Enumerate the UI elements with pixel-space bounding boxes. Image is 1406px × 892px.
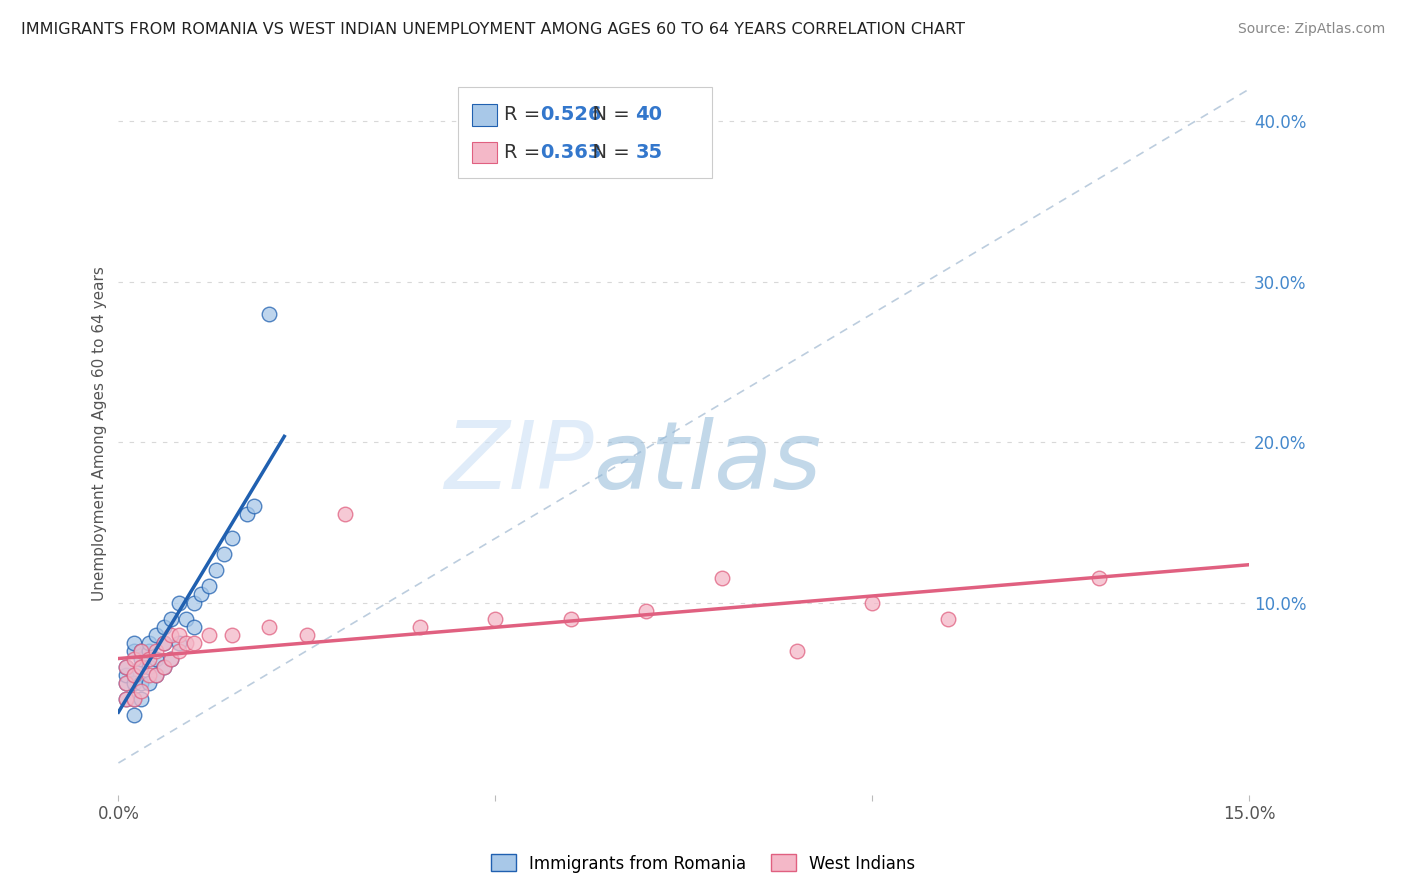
- Point: [1087, 571, 1109, 585]
- Point: [122, 667, 145, 681]
- Text: atlas: atlas: [593, 417, 821, 508]
- Point: [409, 619, 432, 633]
- Point: [860, 595, 883, 609]
- Point: [115, 691, 138, 706]
- Point: [145, 627, 167, 641]
- Point: [183, 595, 205, 609]
- Point: [212, 547, 235, 561]
- Point: [333, 508, 356, 522]
- Point: [205, 563, 228, 577]
- Point: [198, 579, 221, 593]
- Point: [167, 627, 190, 641]
- Point: [243, 500, 266, 514]
- Point: [183, 619, 205, 633]
- Text: Source: ZipAtlas.com: Source: ZipAtlas.com: [1237, 22, 1385, 37]
- FancyBboxPatch shape: [472, 142, 498, 163]
- Point: [221, 627, 243, 641]
- Point: [160, 627, 183, 641]
- Point: [129, 659, 152, 673]
- Point: [145, 667, 167, 681]
- Text: 0.363: 0.363: [540, 143, 602, 162]
- Point: [138, 667, 160, 681]
- Point: [122, 675, 145, 690]
- Point: [152, 635, 174, 649]
- Point: [129, 643, 152, 657]
- Point: [122, 667, 145, 681]
- Text: N =: N =: [579, 105, 636, 124]
- Point: [115, 667, 138, 681]
- Text: 35: 35: [636, 143, 662, 162]
- Point: [122, 643, 145, 657]
- Point: [636, 603, 658, 617]
- Point: [174, 611, 197, 625]
- Point: [129, 675, 152, 690]
- Text: 0.526: 0.526: [540, 105, 602, 124]
- Point: [115, 659, 138, 673]
- Point: [145, 643, 167, 657]
- Point: [295, 627, 318, 641]
- FancyBboxPatch shape: [472, 104, 498, 126]
- Point: [152, 635, 174, 649]
- Point: [129, 683, 152, 698]
- Point: [138, 635, 160, 649]
- Point: [167, 635, 190, 649]
- Point: [167, 595, 190, 609]
- Point: [484, 611, 506, 625]
- Point: [122, 651, 145, 665]
- Point: [152, 659, 174, 673]
- Y-axis label: Unemployment Among Ages 60 to 64 years: Unemployment Among Ages 60 to 64 years: [93, 267, 107, 601]
- FancyBboxPatch shape: [458, 87, 711, 178]
- Point: [710, 571, 733, 585]
- Point: [138, 675, 160, 690]
- Point: [257, 307, 280, 321]
- Point: [560, 611, 582, 625]
- Text: 40: 40: [636, 105, 662, 124]
- Text: R =: R =: [505, 143, 547, 162]
- Point: [138, 643, 160, 657]
- Point: [129, 691, 152, 706]
- Point: [122, 691, 145, 706]
- Text: ZIP: ZIP: [444, 417, 593, 508]
- Point: [145, 667, 167, 681]
- Point: [786, 643, 808, 657]
- Point: [122, 635, 145, 649]
- Point: [152, 659, 174, 673]
- Point: [190, 587, 212, 601]
- Point: [160, 651, 183, 665]
- Point: [122, 707, 145, 722]
- Text: IMMIGRANTS FROM ROMANIA VS WEST INDIAN UNEMPLOYMENT AMONG AGES 60 TO 64 YEARS CO: IMMIGRANTS FROM ROMANIA VS WEST INDIAN U…: [21, 22, 965, 37]
- Point: [257, 619, 280, 633]
- Point: [115, 691, 138, 706]
- Point: [235, 508, 257, 522]
- Point: [198, 627, 221, 641]
- Point: [160, 651, 183, 665]
- Point: [115, 675, 138, 690]
- Text: N =: N =: [579, 143, 636, 162]
- Point: [122, 691, 145, 706]
- Point: [174, 635, 197, 649]
- Point: [138, 651, 160, 665]
- Point: [115, 675, 138, 690]
- Point: [145, 651, 167, 665]
- Point: [167, 643, 190, 657]
- Point: [129, 643, 152, 657]
- Point: [936, 611, 959, 625]
- Point: [221, 532, 243, 546]
- Point: [152, 619, 174, 633]
- Point: [138, 659, 160, 673]
- Text: R =: R =: [505, 105, 547, 124]
- Point: [183, 635, 205, 649]
- Point: [160, 611, 183, 625]
- Point: [129, 651, 152, 665]
- Point: [129, 659, 152, 673]
- Legend: Immigrants from Romania, West Indians: Immigrants from Romania, West Indians: [484, 847, 922, 880]
- Point: [115, 659, 138, 673]
